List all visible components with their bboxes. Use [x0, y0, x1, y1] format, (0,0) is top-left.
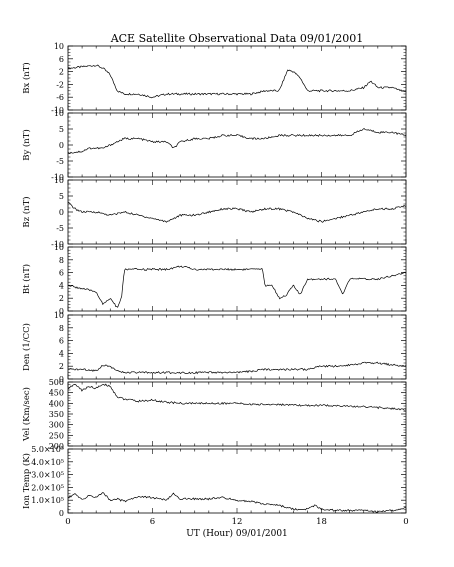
y-tick-label: 10	[54, 42, 64, 51]
series-line-bz-nt	[67, 201, 407, 223]
y-tick-label: -10	[51, 240, 64, 249]
y-tick-label: -6	[56, 93, 64, 102]
series-line-bx-nt	[67, 64, 407, 99]
y-tick-label: 200	[49, 442, 64, 451]
y-tick-label: 450	[49, 389, 64, 398]
y-tick-label: 0	[59, 307, 64, 316]
x-tick-label: 18	[316, 517, 327, 527]
panel-den-1-cc: 0 2 4 6 8 10 Den (1/CC)	[21, 311, 407, 384]
panel-bz-nt: -10 -5 0 5 10 Bz (nT)	[21, 176, 407, 249]
y-tick-label: 350	[49, 410, 64, 419]
y-tick-label: 10	[54, 311, 64, 320]
y-axis-label: Ion Temp (K)	[21, 453, 32, 509]
y-tick-label: 2	[59, 68, 64, 77]
y-tick-label: 5	[59, 125, 64, 134]
x-axis-label: UT (Hour) 09/01/2001	[186, 528, 288, 539]
y-tick-label: 8	[59, 256, 64, 265]
y-tick-label: 10	[54, 109, 64, 118]
x-tick-label: 6	[150, 517, 155, 527]
y-axis-label: Vel (Km/sec)	[21, 387, 32, 442]
y-tick-label: 6	[59, 55, 64, 64]
figure-title: ACE Satellite Observational Data 09/01/2…	[110, 32, 364, 45]
series-line-ion-temp-k	[67, 492, 407, 513]
panel-by-nt: -10 -5 0 5 10 By (nT)	[21, 109, 407, 182]
y-axis-label: By (nT)	[21, 129, 32, 161]
y-tick-label: 0	[59, 208, 64, 217]
panels: -10 -6 -2 2 6 10 Bx (nT) -10 -5 0 5 10 By (nT) -10 -5 0…	[21, 42, 409, 527]
series-line-bt-nt	[67, 265, 407, 308]
y-tick-label: 5.0×10⁵	[31, 445, 64, 454]
y-tick-label: 6	[59, 269, 64, 278]
y-tick-label: 10	[54, 176, 64, 185]
y-tick-label: 4.0×10⁵	[31, 458, 64, 467]
y-tick-label: 2.0×10⁵	[31, 483, 64, 492]
y-tick-label: 250	[49, 431, 64, 440]
y-tick-label: 0	[59, 509, 64, 518]
x-tick-label: 0	[403, 517, 408, 527]
series-line-by-nt	[67, 128, 407, 154]
panel-ion-temp-k: 0 1.0×10⁵ 2.0×10⁵ 3.0×10⁵ 4.0×10⁵ 5.0×10⁵Ion …	[21, 445, 407, 518]
y-tick-label: 300	[49, 421, 64, 430]
y-tick-label: -5	[56, 224, 64, 233]
plot-frame	[67, 381, 407, 447]
y-tick-label: 4	[59, 281, 64, 290]
y-tick-label: -10	[51, 106, 64, 115]
y-tick-label: -5	[56, 157, 64, 166]
y-tick-label: 0	[59, 375, 64, 384]
y-tick-label: 0	[59, 141, 64, 150]
panel-bx-nt: -10 -6 -2 2 6 10 Bx (nT)	[21, 42, 407, 115]
x-tick-label: 12	[232, 517, 243, 527]
plot-frame	[67, 448, 407, 514]
y-tick-label: 10	[54, 243, 64, 252]
y-tick-label: 500	[49, 378, 64, 387]
x-tick-label: 0	[65, 517, 70, 527]
y-tick-label: 1.0×10⁵	[31, 496, 64, 505]
series-line-vel-km-sec	[67, 383, 407, 411]
y-tick-label: 2	[59, 294, 64, 303]
y-tick-label: 400	[49, 399, 64, 408]
panel-bt-nt: 0 2 4 6 8 10 Bt (nT)	[21, 243, 407, 316]
y-tick-label: 6	[59, 337, 64, 346]
plot-frame	[67, 179, 407, 245]
y-tick-label: 5	[59, 192, 64, 201]
y-tick-label: 3.0×10⁵	[31, 471, 64, 480]
y-axis-label: Bt (nT)	[21, 264, 32, 294]
plot-frame	[67, 112, 407, 178]
y-axis-label: Bz (nT)	[21, 196, 32, 227]
y-tick-label: 8	[59, 324, 64, 333]
y-axis-label: Bx (nT)	[21, 62, 32, 94]
plot-frame	[67, 45, 407, 111]
y-axis-label: Den (1/CC)	[21, 323, 32, 371]
y-tick-label: -10	[51, 173, 64, 182]
y-tick-label: -2	[56, 80, 64, 89]
series-line-den-1-cc	[67, 361, 407, 375]
y-tick-label: 2	[59, 362, 64, 371]
plot-frame	[67, 314, 407, 380]
y-tick-label: 4	[59, 349, 64, 358]
